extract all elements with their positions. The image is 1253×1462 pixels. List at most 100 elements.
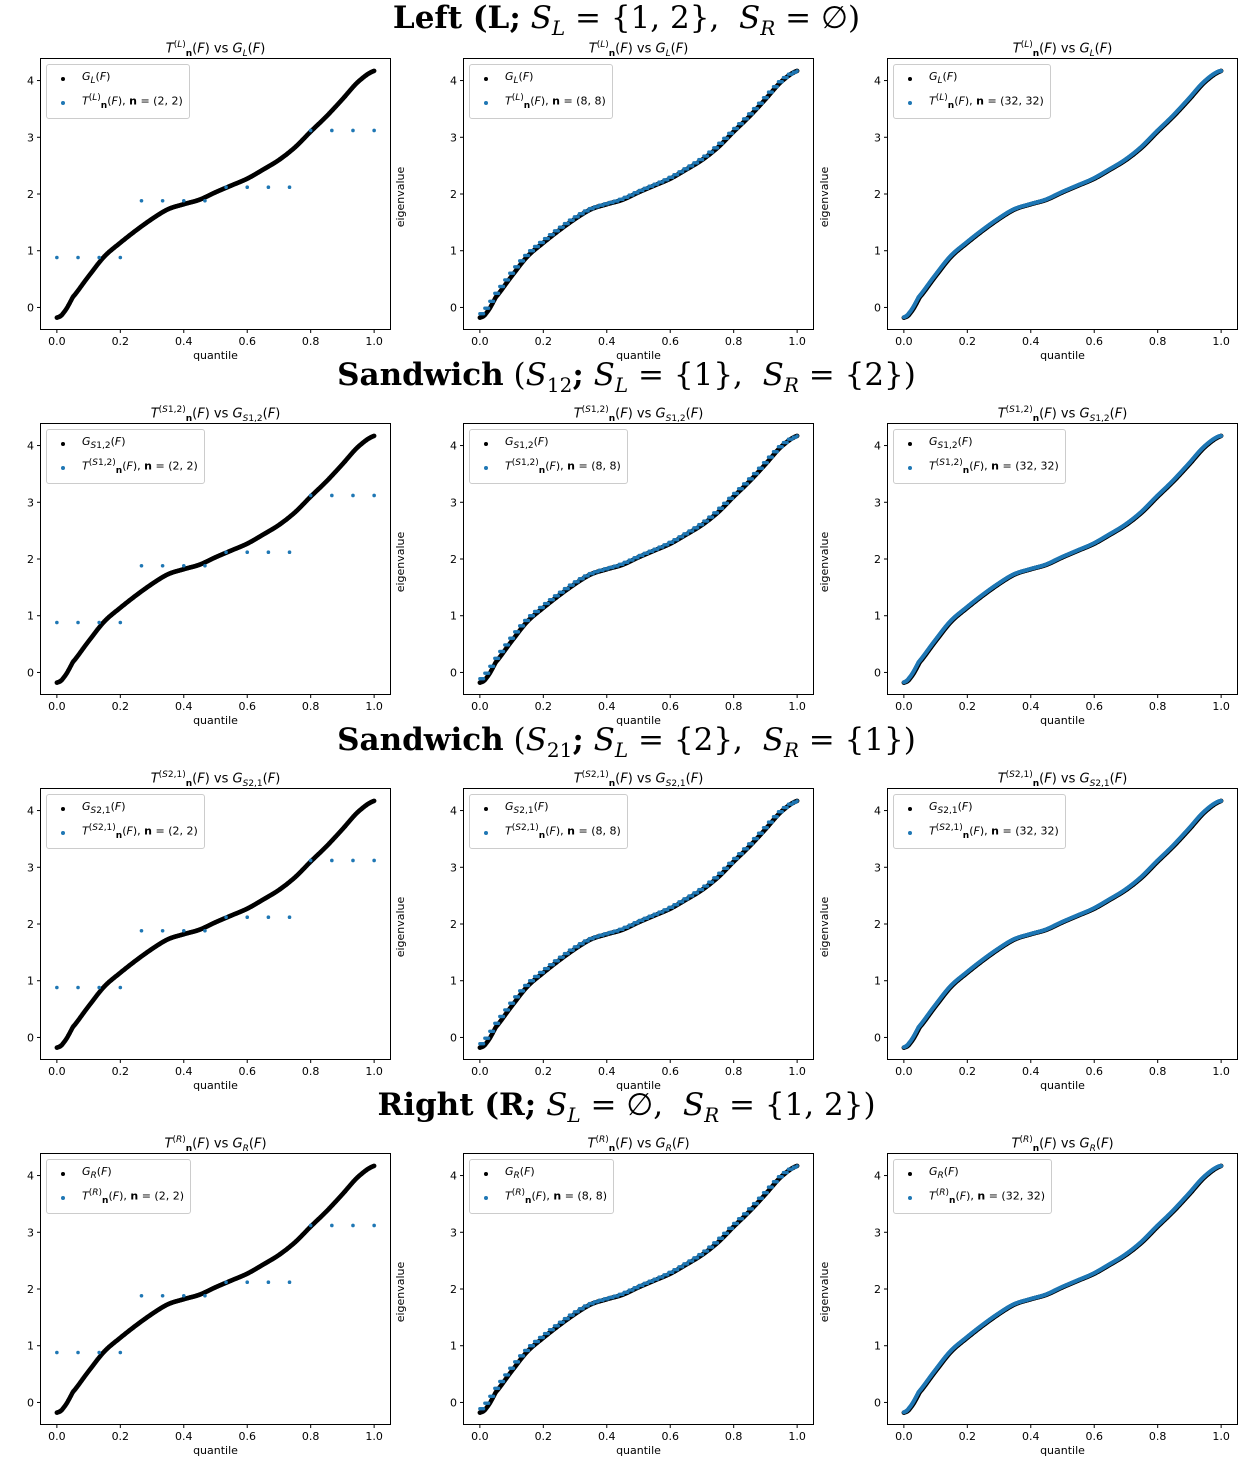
legend-label: GS1,2(F): [505, 433, 549, 455]
legend: GS1,2(F)T(S1,2)n(F), n = (8, 8): [469, 429, 628, 484]
x-tick-label: 0.0: [895, 335, 913, 348]
t-point: [161, 199, 165, 203]
y-tick-label: 4: [27, 75, 34, 88]
t-point: [309, 129, 313, 133]
t-point: [711, 515, 714, 518]
g-point: [372, 69, 377, 74]
t-point: [766, 96, 769, 99]
y-tick-label: 4: [450, 440, 457, 453]
t-point: [55, 621, 59, 625]
t-point: [507, 643, 510, 646]
legend-entry-g: GS1,2(F): [53, 433, 198, 455]
t-point: [351, 129, 355, 133]
y-tick-label: 0: [450, 666, 457, 679]
t-point: [771, 455, 774, 458]
t-point: [785, 76, 788, 79]
t-point: [741, 122, 744, 125]
t-point: [756, 107, 759, 110]
t-point: [542, 606, 545, 609]
y-tick-label: 3: [450, 496, 457, 509]
t-point: [741, 487, 744, 490]
t-point: [517, 630, 520, 633]
t-point: [351, 494, 355, 498]
t-point: [522, 259, 525, 262]
t-point: [492, 300, 495, 303]
legend-marker: [484, 442, 488, 446]
t-point: [119, 621, 123, 625]
t-point: [716, 511, 719, 514]
t-point: [497, 292, 500, 295]
x-tick-label: 0.4: [598, 335, 616, 348]
t-point: [267, 550, 271, 554]
t-point: [97, 256, 101, 260]
t-point: [567, 587, 570, 590]
t-point: [76, 256, 80, 260]
x-tick-label: 0.2: [959, 700, 977, 713]
t-point: [751, 477, 754, 480]
x-tick-label: 0.6: [661, 335, 679, 348]
t-point: [507, 278, 510, 281]
y-tick-label: 3: [874, 496, 881, 509]
x-tick-label: 0.2: [959, 335, 977, 348]
y-tick-label: 4: [450, 75, 457, 88]
t-point: [552, 233, 555, 236]
g-point: [372, 434, 377, 439]
t-point: [330, 494, 334, 498]
y-tick-label: 2: [27, 553, 34, 566]
t-point: [547, 602, 550, 605]
y-tick-label: 2: [450, 553, 457, 566]
t-point: [571, 218, 574, 221]
legend: GS1,2(F)T(S1,2)n(F), n = (2, 2): [46, 429, 205, 484]
t-point: [267, 185, 271, 189]
x-tick-label: 0.6: [661, 700, 679, 713]
legend-entry-t: T(L)n(F), n = (32, 32): [900, 90, 1044, 115]
x-tick-label: 0.8: [725, 700, 743, 713]
y-axis-label: eigenvalue: [819, 162, 831, 232]
t-point: [203, 199, 207, 203]
t-point: [776, 450, 779, 453]
t-point: [721, 507, 724, 510]
t-point: [203, 564, 207, 568]
legend-label: GS1,2(F): [82, 433, 126, 455]
t-point: [182, 564, 186, 568]
t-point: [795, 434, 798, 437]
y-tick-label: 0: [874, 666, 881, 679]
t-point: [330, 129, 334, 133]
x-tick-label: 0.4: [598, 700, 616, 713]
y-axis-label: eigenvalue: [395, 162, 407, 232]
t-point: [716, 146, 719, 149]
x-tick-label: 0.0: [48, 700, 65, 713]
x-tick-label: 0.6: [238, 335, 256, 348]
x-tick-label: 0.8: [725, 335, 743, 348]
y-tick-label: 2: [27, 188, 34, 201]
x-tick-label: 0.8: [302, 335, 320, 348]
x-tick-label: 0.0: [48, 335, 65, 348]
legend-marker: [61, 101, 65, 105]
t-point: [776, 85, 779, 88]
y-tick-label: 3: [874, 131, 881, 144]
t-point: [537, 245, 540, 248]
legend-marker: [908, 77, 912, 81]
t-point: [726, 502, 729, 505]
x-tick-label: 0.6: [1085, 335, 1103, 348]
legend: GL(F)T(L)n(F), n = (2, 2): [46, 64, 190, 119]
legend-marker: [908, 101, 912, 105]
legend-label: GL(F): [505, 68, 533, 90]
t-point: [571, 583, 574, 586]
legend-label: T(L)n(F), n = (2, 2): [82, 90, 183, 115]
t-point: [497, 657, 500, 660]
x-tick-label: 1.0: [788, 700, 806, 713]
t-point: [576, 215, 579, 218]
t-point: [482, 677, 485, 680]
t-point: [542, 241, 545, 244]
y-tick-label: 1: [450, 245, 457, 258]
x-tick-label: 1.0: [365, 335, 383, 348]
y-tick-label: 1: [27, 245, 34, 258]
t-point: [487, 306, 490, 309]
t-point: [731, 132, 734, 135]
t-point: [547, 237, 550, 240]
y-axis-label: eigenvalue: [395, 527, 407, 597]
t-point: [781, 80, 784, 83]
